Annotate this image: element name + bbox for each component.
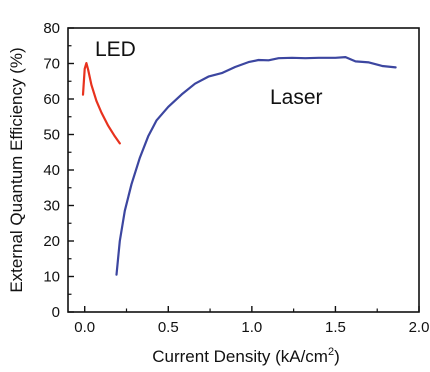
y-tick-label: 20 (43, 233, 60, 250)
y-tick-label: 40 (43, 162, 60, 179)
y-tick-label: 30 (43, 198, 60, 215)
y-tick-label: 10 (43, 269, 60, 286)
tick-labels: 0.0 0.5 1.0 1.5 2.0 0 10 20 30 40 50 60 70 80 (43, 20, 429, 336)
series-line-laser (115, 56, 397, 276)
series-label-led: LED (95, 38, 136, 61)
y-axis-title: External Quantum Efficiency (%) (7, 47, 26, 292)
plot-frame (67, 27, 420, 313)
x-axis-title: Current Density (kA/cm2) (152, 346, 340, 366)
series-line-led (81, 62, 121, 145)
x-tick-label: 0.0 (74, 319, 95, 336)
x-tick-label: 1.5 (325, 319, 346, 336)
y-tick-label: 50 (43, 127, 60, 144)
y-tick-label: 70 (43, 56, 60, 73)
y-tick-label: 60 (43, 91, 60, 108)
axis-ticks (68, 27, 420, 313)
x-tick-label: 1.0 (241, 319, 262, 336)
x-tick-label: 0.5 (158, 319, 179, 336)
x-axis-title-text: Current Density (kA/cm (152, 347, 328, 366)
series-label-laser: Laser (270, 86, 323, 109)
x-axis-title-suffix: ) (334, 347, 340, 366)
series-layer (81, 56, 397, 276)
y-tick-label: 80 (43, 20, 60, 37)
x-tick-label: 2.0 (409, 319, 430, 336)
y-tick-label: 0 (52, 304, 60, 321)
x-axis-title-superscript: 2 (328, 346, 334, 358)
